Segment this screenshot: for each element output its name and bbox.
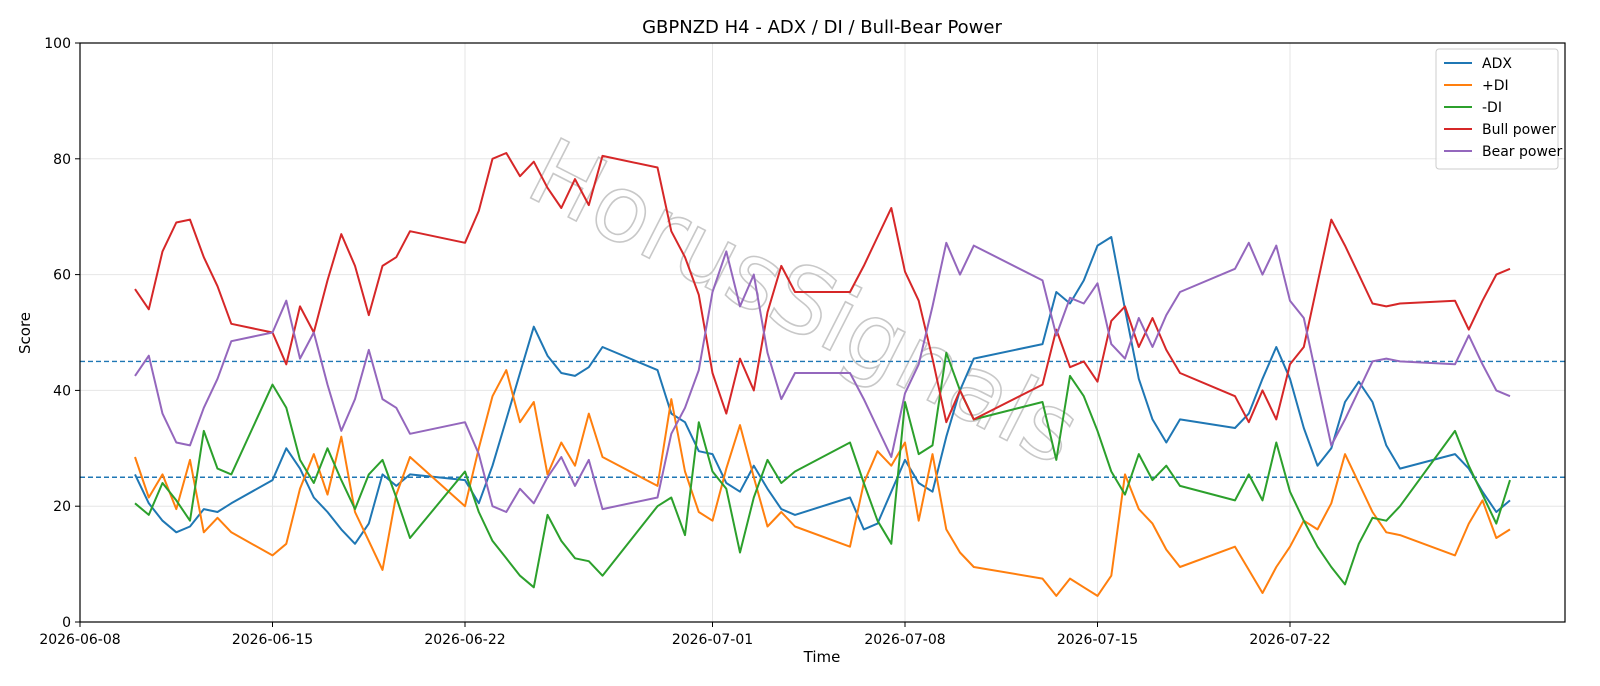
y-tick-label: 40 <box>53 383 71 399</box>
x-tick-label: 2026-06-22 <box>424 632 505 648</box>
y-axis-label: Score <box>16 312 34 354</box>
x-tick-label: 2026-07-08 <box>864 632 945 648</box>
reference-lines <box>80 360 1565 478</box>
watermark: HorusSignals <box>512 117 1097 486</box>
y-tick-label: 0 <box>62 615 71 631</box>
x-axis-label: Time <box>803 648 841 666</box>
series-line-di <box>134 369 1511 597</box>
legend-label: -DI <box>1482 100 1502 116</box>
legend-label: Bear power <box>1482 144 1563 160</box>
x-tick-label: 2026-07-15 <box>1057 632 1138 648</box>
x-tick-label: 2026-06-08 <box>39 632 120 648</box>
legend-label: Bull power <box>1482 122 1556 138</box>
chart-title: GBPNZD H4 - ADX / DI / Bull-Bear Power <box>642 17 1002 38</box>
x-tick-label: 2026-07-01 <box>672 632 753 648</box>
series-line-bear-power <box>134 241 1511 513</box>
x-tick-label: 2026-07-22 <box>1249 632 1330 648</box>
legend-label: +DI <box>1482 78 1509 94</box>
y-axis: 0 20 40 60 80 100 <box>44 36 80 631</box>
series-line-di <box>134 351 1511 589</box>
x-axis: 2026-06-08 2026-06-15 2026-06-22 2026-07-01… <box>39 622 1331 648</box>
y-tick-label: 20 <box>53 499 71 515</box>
legend-box <box>1435 48 1559 170</box>
y-tick-label: 100 <box>44 36 71 52</box>
series-lines <box>134 152 1511 597</box>
y-tick-label: 60 <box>53 268 71 284</box>
series-line-bull-power <box>134 152 1511 424</box>
plot-frame <box>79 42 1566 623</box>
legend-label: ADX <box>1482 56 1512 72</box>
y-tick-label: 80 <box>53 152 71 168</box>
x-tick-label: 2026-06-15 <box>232 632 313 648</box>
watermark-text: HorusSignals <box>513 118 1096 486</box>
legend: ADX +DI -DI Bull power Bear power <box>1435 48 1563 170</box>
